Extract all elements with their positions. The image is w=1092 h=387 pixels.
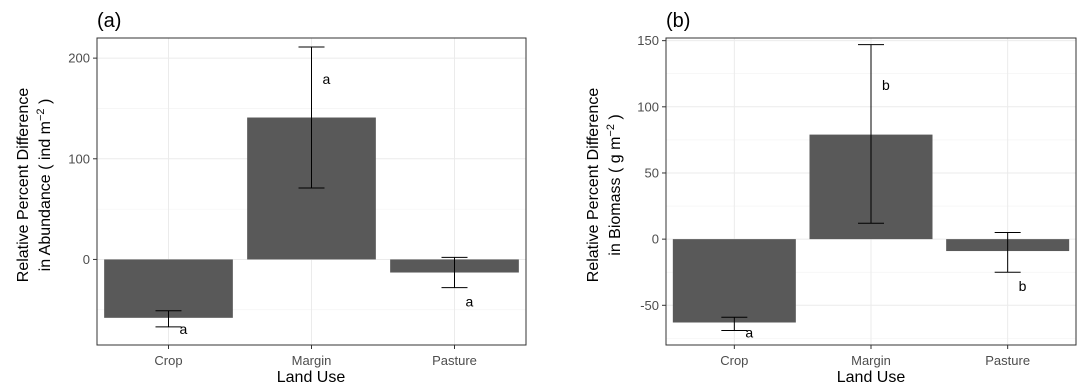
panel-b-x-axis-title: Land Use bbox=[837, 369, 906, 386]
panel-a-x-tick-label-margin: Margin bbox=[292, 353, 332, 368]
panel-b-significance-label: b bbox=[882, 77, 890, 93]
panel-b-significance-label: a bbox=[745, 324, 753, 340]
panel-a-y-axis-title-line2: in Abundance ( ind m−2 ) bbox=[35, 99, 54, 272]
panel-b-x-tick-label-margin: Margin bbox=[851, 353, 891, 368]
panel-b-x-tick-label-pasture: Pasture bbox=[985, 353, 1030, 368]
panel-a-x-tick-label-crop: Crop bbox=[154, 353, 182, 368]
panel-a-significance-label: a bbox=[466, 294, 474, 310]
panel-a-y-tick-label: 100 bbox=[68, 151, 90, 166]
panel-a-y-axis-title-line1: Relative Percent Difference bbox=[15, 88, 32, 283]
panel-a-bar-crop bbox=[104, 259, 233, 318]
panel-b-x-tick-label-crop: Crop bbox=[720, 353, 748, 368]
panel-b-y-axis-title-line1: Relative Percent Difference bbox=[585, 88, 602, 283]
panel-a-y-tick-label: 200 bbox=[68, 51, 90, 66]
panel-b-bar-crop bbox=[672, 239, 796, 323]
panel-a: (a) Relative Percent Difference in Abund… bbox=[15, 10, 527, 386]
panel-a-y-axis-title: Relative Percent Difference in Abundance… bbox=[15, 88, 54, 283]
panel-b-significance-label: b bbox=[1019, 278, 1027, 294]
panel-b-y-tick-label: 0 bbox=[652, 232, 659, 247]
panel-b-y-axis-title: Relative Percent Difference in Biomass (… bbox=[585, 88, 624, 283]
panel-a-significance-label: a bbox=[323, 71, 331, 87]
panel-b-y-tick-label: 100 bbox=[637, 99, 659, 114]
panel-b-label: (b) bbox=[666, 10, 690, 32]
panel-b-y-tick-label: -50 bbox=[640, 298, 659, 313]
panel-b-y-tick-label: 150 bbox=[637, 33, 659, 48]
panel-b-y-tick-label: 50 bbox=[645, 165, 659, 180]
panel-b-y-axis-title-line2: in Biomass ( g m−2 ) bbox=[605, 114, 624, 255]
panel-b: (b) Relative Percent Difference in Bioma… bbox=[585, 10, 1077, 386]
panel-a-y-tick-label: 0 bbox=[83, 252, 90, 267]
panel-a-x-tick-label-pasture: Pasture bbox=[432, 353, 477, 368]
panel-a-significance-label: a bbox=[180, 321, 188, 337]
panel-a-x-axis-title: Land Use bbox=[277, 369, 346, 386]
panel-a-label: (a) bbox=[97, 10, 121, 32]
